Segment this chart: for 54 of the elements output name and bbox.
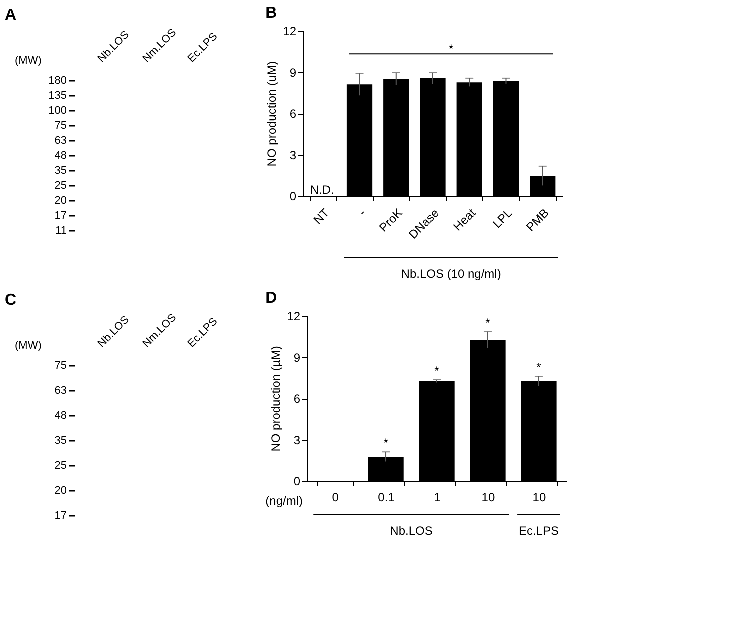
text: 63	[54, 385, 67, 397]
text: Nb.LOS	[390, 524, 433, 538]
y-tick-label: 6	[294, 392, 301, 406]
text: 11	[56, 225, 67, 237]
text: Nb.LOS (10 ng/ml)	[401, 267, 502, 281]
y-tick-label: 12	[283, 24, 297, 38]
x-tick-label: 10	[482, 490, 496, 504]
x-tick-label: -	[356, 206, 369, 219]
chart-title: D	[266, 290, 278, 307]
text: 17	[54, 510, 67, 522]
y-axis-title: NO production (uM)	[265, 61, 280, 167]
y-tick-label: 9	[290, 66, 297, 80]
x-tick-label: 10	[532, 490, 546, 504]
y-axis-title: NO production (µM)	[269, 346, 284, 452]
text: 48	[54, 410, 67, 422]
y-tick-label: 0	[290, 190, 297, 204]
text: C	[5, 292, 17, 309]
x-tick-label: NT	[310, 206, 333, 228]
x-tick-label: LPL	[490, 206, 516, 232]
y-tick-label: 12	[287, 310, 301, 324]
text: 180	[48, 75, 67, 87]
chart-title: B	[266, 5, 278, 22]
y-tick-label: 6	[290, 107, 297, 121]
text: (ng/ml)	[266, 494, 303, 508]
y-tick-label: 3	[290, 148, 297, 162]
x-tick-label: 0	[332, 490, 340, 504]
text: (MW)	[15, 340, 42, 352]
text: 25	[54, 180, 67, 192]
text: (MW)	[15, 55, 42, 67]
text: 63	[54, 135, 67, 147]
text: 17	[54, 210, 67, 222]
text: 75	[54, 120, 67, 132]
text: A	[5, 6, 17, 24]
text: 100	[48, 105, 67, 117]
data-label: *	[434, 364, 440, 378]
text: 48	[54, 150, 67, 162]
text: 20	[54, 195, 67, 207]
y-tick-label: 3	[294, 433, 301, 448]
text: 135	[48, 90, 67, 102]
data-label: *	[536, 360, 542, 374]
data-label: *	[384, 436, 389, 450]
x-tick-label: 1	[434, 490, 442, 504]
text: Ec.LPS	[518, 524, 559, 538]
text: 25	[54, 460, 67, 472]
y-tick-label: 0	[294, 474, 301, 488]
text: 75	[54, 360, 67, 372]
text: 20	[54, 485, 67, 497]
text: 35	[54, 435, 67, 447]
data-label: *	[486, 316, 491, 330]
x-tick-label: 0.1	[378, 490, 396, 504]
y-tick-label: 9	[294, 350, 301, 365]
text: 35	[54, 165, 67, 177]
annotation: *	[448, 42, 454, 56]
annotation: N.D.	[310, 183, 334, 197]
